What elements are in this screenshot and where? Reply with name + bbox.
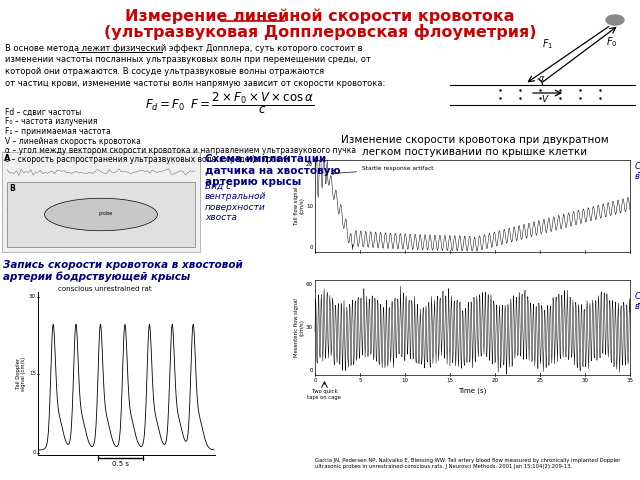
Text: Garcia JN, Pedersen NP, Nalivaiko E, Blessing WW. Tail artery blood flow measure: Garcia JN, Pedersen NP, Nalivaiko E, Ble… (315, 458, 621, 469)
Text: В основе метода лежит физический эффект Допплера, суть которого состоит в: В основе метода лежит физический эффект … (5, 44, 362, 53)
Text: 30: 30 (29, 295, 36, 300)
Text: Изменение скорости кровотока при двукратном
легком постукивании по крышке клетки: Изменение скорости кровотока при двукрат… (341, 135, 609, 156)
Text: с – скорость распространения ультразвуковых волн в среде (в крови): с – скорость распространения ультразвуко… (5, 156, 289, 165)
Text: F₁ – принимаемая частота: F₁ – принимаемая частота (5, 127, 111, 136)
Ellipse shape (45, 198, 157, 231)
Ellipse shape (606, 15, 624, 25)
Text: 0: 0 (310, 368, 313, 373)
Text: от частиц крови, изменение частоты волн напрямую зависит от скорости кровотока:: от частиц крови, изменение частоты волн … (5, 79, 385, 87)
Text: $F_1$: $F_1$ (542, 37, 554, 51)
Text: 5: 5 (358, 378, 362, 383)
Text: $\alpha$: $\alpha$ (538, 74, 545, 83)
Text: 35: 35 (627, 378, 634, 383)
Text: изменении частоты посланных ультразвуковых волн при перемещении среды, от: изменении частоты посланных ультразвуков… (5, 56, 371, 64)
Text: Startle response artifact: Startle response artifact (331, 167, 434, 175)
Text: Измерение линейной скорости кровотока: Измерение линейной скорости кровотока (125, 9, 515, 24)
Text: 30: 30 (306, 325, 313, 330)
Text: 0: 0 (310, 245, 313, 250)
Text: $F_0$: $F_0$ (606, 35, 618, 49)
Text: α – угол между вектором скорости кровотока и направлением ультразвукового пучка: α – угол между вектором скорости кровото… (5, 146, 356, 155)
Bar (7, 182, 195, 247)
Text: $V$: $V$ (541, 93, 550, 104)
Text: Схема имплантации
датчика на хвостовую
артерию крысы: Схема имплантации датчика на хвостовую а… (205, 154, 340, 187)
Text: Two quick
taps on cage: Two quick taps on cage (307, 389, 342, 400)
Text: 30: 30 (582, 378, 589, 383)
Text: Time (s): Time (s) (458, 388, 486, 395)
Text: Mesenteric flow signal
(cm/s): Mesenteric flow signal (cm/s) (294, 298, 305, 357)
Text: 20: 20 (492, 378, 499, 383)
Text: $F_d = F_0 \;\; F = \dfrac{2 \times F_0 \times V \times \cos\alpha}{c}$: $F_d = F_0 \;\; F = \dfrac{2 \times F_0 … (145, 90, 315, 116)
Text: (ультразвуковая Допплеровская флоуметрия): (ультразвуковая Допплеровская флоуметрия… (104, 24, 536, 40)
Text: conscious unrestrained rat: conscious unrestrained rat (58, 286, 152, 292)
Text: Запись скорости кровотока в хвостовой
артерии бодрствующей крысы: Запись скорости кровотока в хвостовой ар… (3, 260, 243, 282)
Text: Tail Doppler
signal (cm/s): Tail Doppler signal (cm/s) (15, 356, 26, 391)
Text: 10: 10 (401, 378, 408, 383)
Text: Fd – сдвиг частоты: Fd – сдвиг частоты (5, 108, 81, 117)
Text: probe: probe (99, 211, 113, 216)
Text: 15: 15 (29, 371, 36, 376)
Bar (2, 152, 200, 252)
Text: которой они отражаются. В сосуде ультразвуковые волны отражаются: которой они отражаются. В сосуде ультраз… (5, 67, 324, 76)
Text: V – линейная скорость кровотока: V – линейная скорость кровотока (5, 136, 141, 145)
Text: 20: 20 (306, 162, 313, 167)
Text: 0: 0 (313, 378, 317, 383)
Text: 0.5 s: 0.5 s (112, 461, 129, 467)
Text: 10: 10 (306, 204, 313, 208)
Text: Скорость кровотока
в верхней брыжеечной артерии: Скорость кровотока в верхней брыжеечной … (635, 292, 640, 312)
Text: F₀ – частота излучения: F₀ – частота излучения (5, 118, 97, 127)
Text: 25: 25 (536, 378, 543, 383)
Text: 0: 0 (33, 451, 36, 456)
Text: 15: 15 (447, 378, 454, 383)
Text: Скорость кровотока
в хвостовой артерии: Скорость кровотока в хвостовой артерии (635, 162, 640, 181)
Text: B: B (9, 184, 15, 193)
Text: 60: 60 (306, 282, 313, 287)
Text: A: A (4, 154, 10, 163)
Text: Вид с
вентральной
поверхности
хвоста: Вид с вентральной поверхности хвоста (205, 182, 266, 222)
Text: Tail flow signal
(cm/s): Tail flow signal (cm/s) (294, 187, 305, 225)
